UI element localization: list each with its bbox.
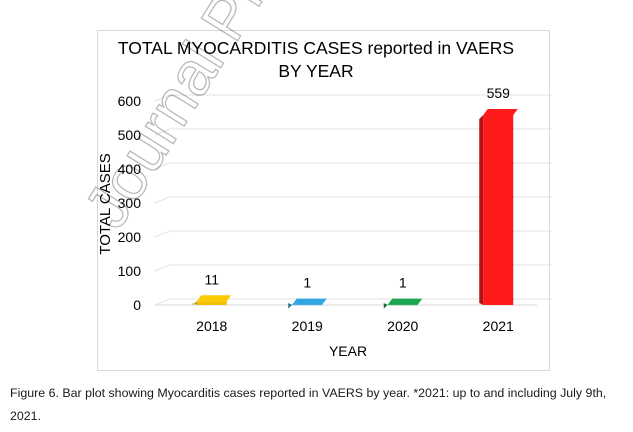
bars	[192, 108, 518, 309]
data-label: 1	[303, 275, 311, 291]
data-label: 1	[399, 275, 407, 291]
x-tick-labels: 2018 2019 2020 2021	[196, 318, 514, 334]
bar	[383, 298, 423, 309]
bar-top	[483, 108, 518, 115]
x-tick-label: 2021	[483, 318, 514, 334]
gridline	[154, 298, 552, 306]
y-tick-labels: 0 100 200 300 400 500 600	[118, 93, 142, 313]
bar-side	[192, 301, 197, 306]
bar-front	[196, 301, 227, 305]
gridline	[154, 162, 552, 170]
bar-front	[387, 304, 418, 306]
y-axis-label: TOTAL CASES	[97, 153, 114, 254]
chart-title-line-1: TOTAL MYOCARDITIS CASES reported in VAER…	[118, 38, 514, 58]
data-label: 559	[487, 85, 511, 101]
x-tick-label: 2018	[196, 318, 227, 334]
y-tick-label: 500	[118, 127, 142, 143]
bar-side	[288, 303, 293, 309]
gridline	[154, 264, 552, 272]
x-tick-label: 2020	[387, 318, 418, 334]
gridline	[154, 230, 552, 238]
bar-front	[292, 304, 323, 306]
bar-side	[383, 303, 388, 309]
y-tick-label: 400	[118, 161, 142, 177]
gridline	[154, 94, 552, 102]
bar-side	[479, 114, 484, 305]
bar-top	[387, 298, 423, 305]
y-tick-label: 200	[118, 229, 142, 245]
bar-top	[196, 295, 232, 302]
y-tick-label: 0	[133, 297, 141, 313]
y-tick-label: 100	[118, 263, 142, 279]
y-tick-label: 600	[118, 93, 142, 109]
x-axis-label: YEAR	[329, 343, 367, 359]
bar-front	[483, 114, 514, 305]
y-tick-label: 300	[118, 195, 142, 211]
bar	[288, 298, 327, 309]
gridlines	[154, 94, 552, 306]
gridline	[154, 196, 552, 204]
bar	[192, 295, 232, 306]
chart-title-line-2: BY YEAR	[278, 61, 353, 81]
data-label: 11	[204, 271, 219, 287]
chart-frame	[97, 30, 550, 371]
bar-top	[292, 298, 327, 305]
bar	[479, 108, 518, 305]
gridline	[154, 128, 552, 136]
figure-caption: Figure 6. Bar plot showing Myocarditis c…	[10, 386, 607, 423]
x-tick-label: 2019	[292, 318, 323, 334]
